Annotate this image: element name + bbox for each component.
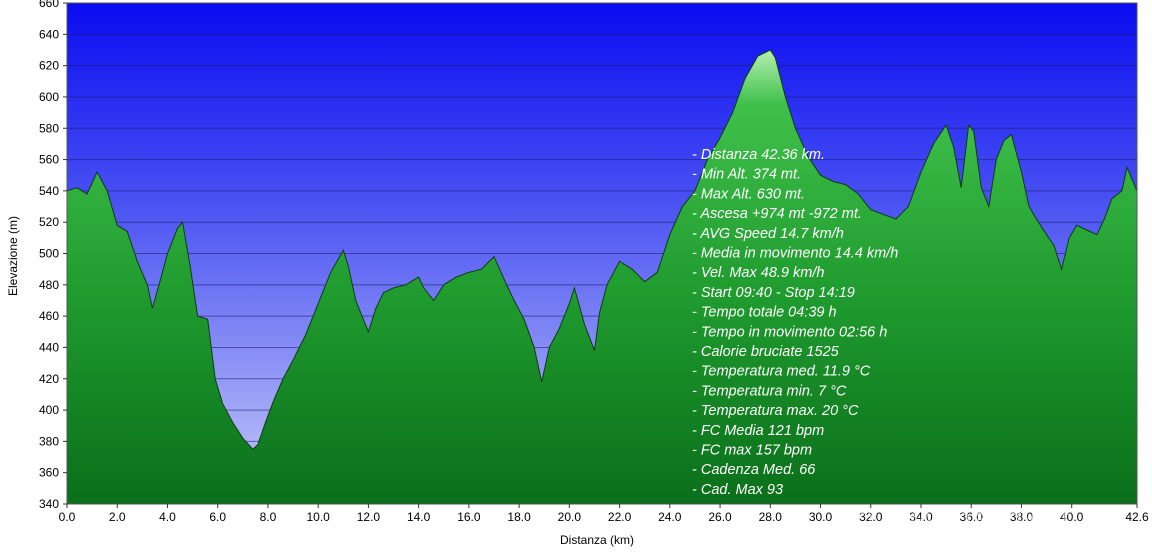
y-tick-label: 620 — [39, 59, 59, 73]
x-tick-label: 28.0 — [759, 510, 783, 524]
y-tick-label: 360 — [39, 466, 59, 480]
x-tick-label: 30.0 — [809, 510, 833, 524]
stats-line: - Temperatura min. 7 °C — [692, 383, 847, 399]
y-axis-title: Elevazione (m) — [6, 216, 20, 296]
x-tick-label: 8.0 — [260, 510, 277, 524]
x-tick-label: 32.0 — [859, 510, 883, 524]
y-tick-label: 660 — [39, 0, 59, 10]
y-tick-label: 420 — [39, 372, 59, 386]
stats-line: - Vel. Max 48.9 km/h — [692, 265, 824, 281]
x-tick-label: 18.0 — [507, 510, 531, 524]
y-axis-ticks: 340 360 380 400 420 440 460 480 500 520 540 560 580 6… — [39, 0, 67, 511]
stats-line: - Temperatura med. 11.9 °C — [692, 364, 871, 380]
elevation-area — [67, 49, 1137, 504]
stats-annotation-block: - Distanza 42.36 km. - Min Alt. 374 mt. - … — [692, 147, 898, 498]
stats-line: - Tempo totale 04:39 h — [692, 305, 837, 321]
x-tick-label: 4.0 — [159, 510, 176, 524]
x-tick-label: 10.0 — [306, 510, 330, 524]
x-tick-label: 40.0 — [1060, 510, 1084, 524]
x-axis-title: Distanza (km) — [560, 533, 634, 547]
stats-line: - FC Media 121 bpm — [692, 423, 824, 439]
stats-line: - Calorie bruciate 1525 — [692, 344, 840, 360]
y-tick-label: 580 — [39, 121, 59, 135]
x-tick-label: 26.0 — [708, 510, 732, 524]
x-tick-label: 16.0 — [457, 510, 481, 524]
x-tick-label: 20.0 — [558, 510, 582, 524]
x-tick-label: 36.0 — [960, 510, 984, 524]
x-tick-label: 2.0 — [109, 510, 126, 524]
y-tick-label: 560 — [39, 153, 59, 167]
stats-line: - FC max 157 bpm — [692, 443, 812, 459]
stats-line: - Cadenza Med. 66 — [692, 462, 816, 478]
y-tick-label: 600 — [39, 90, 59, 104]
y-tick-label: 380 — [39, 434, 59, 448]
stats-line: - Cad. Max 93 — [692, 482, 783, 498]
y-tick-label: 400 — [39, 403, 59, 417]
stats-line: - Temperatura max. 20 °C — [692, 403, 859, 419]
x-tick-label: 34.0 — [909, 510, 933, 524]
stats-line: - Ascesa +974 mt -972 mt. — [692, 206, 862, 222]
x-tick-label: 22.0 — [608, 510, 632, 524]
y-tick-label: 340 — [39, 497, 59, 511]
stats-line: - Tempo in movimento 02:56 h — [692, 324, 887, 340]
x-tick-label: 0.0 — [59, 510, 76, 524]
y-tick-label: 640 — [39, 27, 59, 41]
stats-line: - Max Alt. 630 mt. — [692, 186, 805, 202]
x-tick-label: 6.0 — [209, 510, 226, 524]
x-tick-label: 12.0 — [357, 510, 381, 524]
y-tick-label: 440 — [39, 340, 59, 354]
x-tick-label: 42.6 — [1125, 510, 1149, 524]
stats-line: - Start 09:40 - Stop 14:19 — [692, 285, 855, 301]
stats-line: - Media in movimento 14.4 km/h — [692, 246, 898, 262]
y-tick-label: 460 — [39, 309, 59, 323]
x-tick-label: 38.0 — [1010, 510, 1034, 524]
x-tick-label: 24.0 — [658, 510, 682, 524]
stats-line: - Min Alt. 374 mt. — [692, 167, 801, 183]
watermark: © www.bandw.it — [852, 503, 1071, 533]
x-axis-ticks: 0.0 2.0 4.0 6.0 8.0 10.0 12.0 14.0 16.0 18.0 20.0 2… — [59, 504, 1149, 524]
y-tick-label: 520 — [39, 215, 59, 229]
x-tick-label: 14.0 — [407, 510, 431, 524]
y-tick-label: 480 — [39, 278, 59, 292]
stats-line: - AVG Speed 14.7 km/h — [692, 226, 844, 242]
stats-line: - Distanza 42.36 km. — [692, 147, 825, 163]
y-tick-label: 540 — [39, 184, 59, 198]
y-tick-label: 500 — [39, 247, 59, 261]
